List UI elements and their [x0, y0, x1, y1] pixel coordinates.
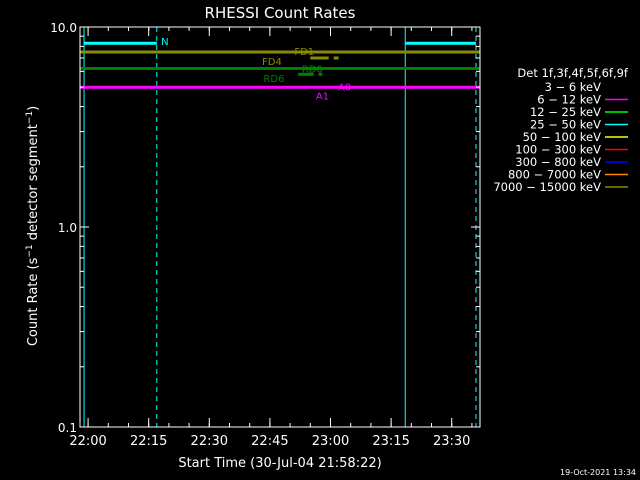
y-tick-label: 0.1	[58, 421, 77, 435]
legend-label-1: 6 − 12 keV	[537, 93, 601, 107]
timestamp: 19-Oct-2021 13:34	[560, 468, 636, 477]
y-axis-label: Count Rate (s−1 detector segment−1)	[25, 106, 41, 346]
annotation-rd0: RD0	[302, 65, 323, 76]
x-tick-label: 22:15	[130, 434, 167, 449]
annotation-rd6: RD6	[263, 74, 284, 85]
legend-title: Det 1f,3f,4f,5f,6f,9f	[517, 66, 629, 80]
plot-marks: N FD1 FD4 RD0 RD6 A0 A1	[80, 27, 480, 427]
chart-title: RHESSI Count Rates	[205, 4, 356, 22]
legend-label-4: 50 − 100 keV	[523, 130, 602, 144]
y-tick-label: 1.0	[58, 221, 77, 235]
legend-label-3: 25 − 50 keV	[530, 118, 601, 132]
y-axis-label-main: Count Rate (s	[26, 257, 41, 346]
x-tick-label: 23:30	[433, 434, 470, 449]
legend-label-0: 3 − 6 keV	[545, 80, 602, 94]
y-axis-label-mid: detector segment	[26, 124, 41, 244]
x-tick-label: 22:00	[69, 434, 106, 449]
x-tick-label: 23:00	[312, 434, 349, 449]
y-axis-label-sup2: −1	[25, 111, 35, 124]
annotation-n: N	[161, 37, 168, 48]
plot-axes: 10.0 1.0 0.122:00 22:15 22:30 22:45 23:00 23:15…	[50, 21, 481, 449]
x-tick-label: 22:45	[251, 434, 288, 449]
annotation-fd1: FD1	[294, 47, 314, 58]
y-axis-label-sup1: −1	[25, 244, 35, 257]
x-tick-label: 22:30	[191, 434, 228, 449]
legend-label-6: 300 − 800 keV	[515, 155, 601, 169]
legend-label-5: 100 − 300 keV	[515, 143, 601, 157]
legend-label-7: 800 − 7000 keV	[508, 168, 601, 182]
y-axis-label-end: )	[26, 106, 41, 111]
annotation-a1: A1	[316, 91, 329, 102]
y-tick-label: 10.0	[50, 21, 77, 35]
x-tick-label: 23:15	[372, 434, 409, 449]
annotation-fd4: FD4	[262, 57, 282, 68]
legend-label-2: 12 − 25 keV	[530, 105, 601, 119]
svg-text:Count Rate (s−1 detector segme: Count Rate (s−1 detector segment−1)	[25, 106, 41, 346]
legend-label-8: 7000 − 15000 keV	[493, 180, 601, 194]
x-axis-label: Start Time (30-Jul-04 21:58:22)	[178, 456, 381, 471]
annotation-a0: A0	[338, 82, 351, 93]
